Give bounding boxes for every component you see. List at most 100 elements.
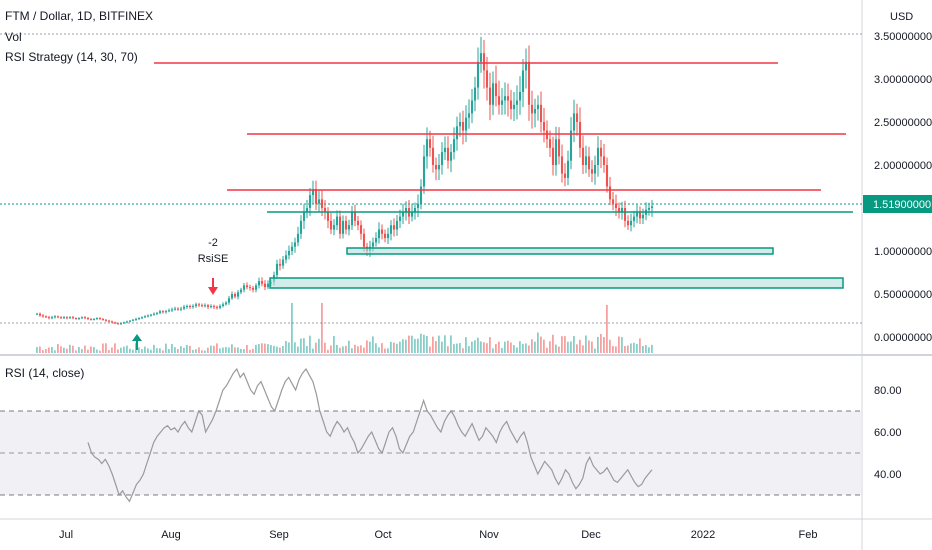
candle-body xyxy=(332,225,336,230)
candle-body xyxy=(641,214,645,219)
volume-bar xyxy=(537,332,539,353)
candle-body xyxy=(83,317,87,319)
candle-body xyxy=(80,317,84,319)
volume-bar xyxy=(444,335,446,353)
volume-bar xyxy=(231,344,233,353)
symbol-title[interactable]: FTM / Dollar, 1D, BITFINEX xyxy=(5,9,153,23)
volume-bar xyxy=(510,342,512,353)
volume-bar xyxy=(177,349,179,353)
candle-body xyxy=(392,225,396,230)
volume-bar xyxy=(423,334,425,353)
candle-body xyxy=(593,165,597,174)
candle-body xyxy=(443,147,447,153)
rsi-indicator-label[interactable]: RSI (14, close) xyxy=(5,366,84,380)
volume-bar xyxy=(330,345,332,353)
volume-bar xyxy=(414,338,416,353)
candle-body xyxy=(263,283,267,288)
candle-body xyxy=(146,315,150,317)
volume-bar xyxy=(495,344,497,353)
volume-bar xyxy=(528,345,530,353)
volume-bar xyxy=(585,335,587,353)
candle-body xyxy=(275,263,279,276)
candle-body xyxy=(38,313,42,316)
candle-body xyxy=(56,316,60,318)
candle-body xyxy=(89,318,93,320)
volume-bar xyxy=(90,346,92,353)
volume-bar xyxy=(300,338,302,353)
candle-body xyxy=(95,318,99,320)
volume-bar xyxy=(399,341,401,353)
candle-body xyxy=(128,320,132,322)
candle-body xyxy=(197,304,201,306)
candle-body xyxy=(185,306,189,308)
candle-body xyxy=(221,304,225,307)
candle-body xyxy=(482,53,486,71)
candle-body xyxy=(125,321,129,323)
time-tick-label: 2022 xyxy=(691,529,715,541)
candle-body xyxy=(335,216,339,226)
volume-bar xyxy=(561,336,563,353)
candle-body xyxy=(281,259,285,266)
candle-body xyxy=(239,289,243,293)
candle-body xyxy=(260,281,264,284)
volume-bar xyxy=(435,341,437,353)
candle-body xyxy=(242,285,246,290)
volume-bar xyxy=(243,349,245,353)
candle-body xyxy=(167,310,171,312)
candle-body xyxy=(191,306,195,308)
support-zone-3[interactable] xyxy=(269,277,844,289)
volume-bar xyxy=(441,341,443,353)
volume-bar xyxy=(651,344,653,353)
volume-bar xyxy=(555,344,557,353)
candle-body xyxy=(62,317,66,319)
rsi-line xyxy=(87,367,653,503)
candle-body xyxy=(329,220,333,230)
candle-body xyxy=(188,306,192,308)
volume-bar xyxy=(348,340,350,353)
candle-body xyxy=(566,160,570,178)
candle-body xyxy=(302,212,306,221)
candle-body xyxy=(296,233,300,243)
candle-body xyxy=(149,314,153,316)
candle-body xyxy=(116,323,120,325)
volume-bar xyxy=(624,346,626,353)
strategy-label[interactable]: RSI Strategy (14, 30, 70) xyxy=(5,50,138,64)
candle-body xyxy=(416,203,420,208)
volume-bar xyxy=(213,345,215,353)
volume-bar xyxy=(165,343,167,353)
rsi-pane xyxy=(0,367,862,503)
candle-body xyxy=(284,255,288,260)
volume-bar xyxy=(102,343,104,353)
volume-bar xyxy=(618,336,620,353)
candle-body xyxy=(377,229,381,239)
support-zone-2[interactable] xyxy=(346,247,774,255)
candle-body xyxy=(404,208,408,213)
candle-body xyxy=(212,306,216,308)
candle-body xyxy=(47,317,51,319)
volume-bar xyxy=(69,344,71,353)
price-axis[interactable]: 3.50000000 3.00000000 2.50000000 2.00000000… xyxy=(874,31,932,344)
rsi-axis[interactable]: 80.00 60.00 40.00 xyxy=(874,385,902,481)
volume-bar xyxy=(504,341,506,353)
volume-bar xyxy=(324,342,326,353)
volume-bar xyxy=(114,343,116,353)
candle-body xyxy=(512,104,516,110)
volume-bar xyxy=(282,345,284,353)
time-axis[interactable]: Jul Aug Sep Oct Nov Dec 2022 Feb xyxy=(59,529,818,541)
volume-bar xyxy=(309,335,311,353)
candle-body xyxy=(629,220,633,226)
candle-body xyxy=(170,309,174,311)
volume-bar xyxy=(582,345,584,353)
volume-bar xyxy=(453,343,455,353)
vol-label[interactable]: Vol xyxy=(5,30,22,44)
volume-bar xyxy=(354,344,356,353)
candle-body xyxy=(77,318,81,320)
candle-body xyxy=(140,317,144,319)
volume-bar xyxy=(120,347,122,353)
candle-body xyxy=(176,308,180,310)
volume-bar xyxy=(216,343,218,353)
volume-bar xyxy=(549,341,551,353)
candle-body xyxy=(113,322,117,324)
volume-bar xyxy=(375,343,377,353)
